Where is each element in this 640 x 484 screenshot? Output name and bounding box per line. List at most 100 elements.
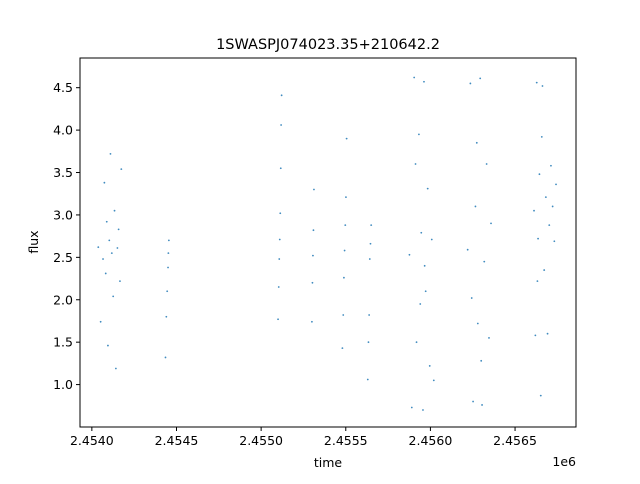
data-point [536, 280, 539, 282]
data-point [476, 322, 479, 325]
data-point [99, 320, 102, 323]
data-point [120, 168, 123, 171]
data-point [418, 133, 420, 136]
data-point [166, 290, 169, 293]
data-point [481, 404, 483, 406]
data-point [469, 82, 472, 85]
data-point [419, 303, 422, 305]
data-point [167, 252, 170, 255]
data-point [410, 406, 413, 409]
data-points [97, 76, 557, 411]
data-point [312, 254, 314, 257]
data-point [480, 359, 483, 362]
data-point [102, 258, 104, 260]
data-point [475, 141, 478, 144]
data-point [366, 378, 369, 381]
data-point [539, 394, 542, 397]
data-point [113, 209, 116, 212]
data-point [117, 228, 120, 231]
y-tick-label: 3.5 [53, 165, 73, 180]
data-point [367, 341, 370, 344]
data-point [167, 239, 170, 242]
data-point [342, 314, 345, 316]
data-point [534, 334, 537, 337]
data-point [345, 137, 348, 140]
y-tick-label: 3.0 [53, 207, 73, 222]
data-point [277, 286, 280, 288]
y-tick-label: 1.5 [53, 335, 73, 350]
data-point [472, 400, 474, 403]
data-point [368, 258, 371, 260]
data-point [344, 224, 347, 227]
data-point [105, 220, 108, 223]
data-point [548, 224, 551, 227]
data-point [343, 249, 346, 252]
data-point [414, 163, 417, 165]
data-point [555, 183, 557, 186]
x-axis-ticks: 2.4540 2.4545 2.4550 2.4555 2.4560 2.4565 [70, 427, 537, 448]
data-point [368, 314, 371, 316]
data-point [553, 240, 556, 243]
data-point [104, 272, 107, 275]
data-point [313, 188, 315, 191]
data-point [426, 187, 429, 190]
data-point [312, 229, 315, 232]
data-point [540, 135, 543, 138]
data-point [544, 196, 547, 199]
data-point [408, 253, 411, 256]
data-point [345, 196, 347, 199]
data-point [466, 248, 469, 251]
data-point [423, 80, 425, 83]
data-point [432, 379, 435, 382]
data-point [341, 347, 344, 350]
data-point [537, 237, 539, 240]
y-tick-label: 4.5 [53, 80, 73, 95]
data-point [311, 281, 314, 284]
data-point [311, 320, 313, 323]
x-axis-label: time [314, 455, 343, 470]
data-point [114, 367, 117, 370]
y-tick-label: 4.0 [53, 123, 73, 138]
data-point [116, 247, 119, 249]
data-point [167, 266, 169, 269]
data-point [110, 252, 113, 255]
data-point [533, 209, 535, 212]
data-point [109, 152, 112, 155]
x-tick-label: 2.4540 [70, 433, 114, 448]
data-point [550, 164, 552, 167]
data-point [422, 409, 424, 411]
x-tick-label: 2.4555 [324, 433, 368, 448]
data-point [370, 224, 373, 227]
x-axis-offset-label: 1e6 [552, 454, 576, 469]
data-point [164, 356, 167, 359]
data-point [278, 258, 281, 260]
x-tick-label: 2.4550 [239, 433, 283, 448]
chart-title: 1SWASPJ074023.35+210642.2 [216, 37, 440, 53]
data-point [488, 337, 490, 339]
data-point [279, 212, 282, 215]
data-point [551, 205, 554, 208]
data-point [430, 238, 433, 241]
data-point [103, 181, 106, 184]
data-point [277, 318, 279, 321]
x-tick-label: 2.4560 [409, 433, 453, 448]
data-point [415, 341, 418, 344]
data-point [420, 231, 423, 234]
data-point [490, 222, 492, 225]
y-axis-label: flux [26, 230, 41, 253]
data-point [474, 205, 477, 208]
data-point [541, 85, 544, 87]
data-point [97, 246, 100, 249]
data-point [278, 238, 281, 241]
x-tick-label: 2.4545 [155, 433, 199, 448]
data-point [479, 77, 482, 80]
data-point [112, 295, 115, 298]
y-tick-label: 1.0 [53, 377, 73, 392]
data-point [535, 81, 538, 84]
plot-area-frame [79, 57, 577, 428]
y-tick-label: 2.0 [53, 292, 73, 307]
data-point [428, 365, 431, 367]
